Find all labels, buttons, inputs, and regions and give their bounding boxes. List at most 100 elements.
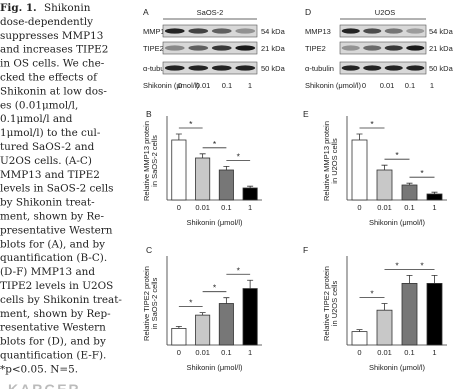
blot-band	[406, 28, 425, 34]
blot-band	[363, 45, 382, 51]
x-tick-label: 0	[177, 348, 181, 357]
error-bar	[223, 297, 230, 304]
panel-letter: D	[305, 7, 311, 17]
error-bar	[431, 191, 438, 194]
dose-label: 0.01	[380, 81, 395, 90]
cell-line: SaOS-2	[197, 8, 224, 17]
significance-star: *	[370, 119, 374, 129]
blot-band	[188, 45, 209, 51]
blot-band	[406, 65, 425, 71]
bar	[401, 184, 418, 201]
significance-star: *	[189, 298, 193, 308]
dose-label: 0	[362, 81, 366, 90]
bar	[426, 283, 443, 346]
panel-letter: F	[303, 245, 308, 255]
caption-line: dose-dependently	[0, 16, 93, 28]
caption-line: 1μmol/l) to the cul-	[0, 127, 101, 139]
blot-band	[341, 28, 360, 34]
y-axis-label: Relative TIPE2 protein	[142, 266, 151, 341]
blot-strip	[339, 41, 427, 55]
caption-line: (D-F) MMP13 and	[0, 266, 95, 278]
dose-label: 0	[178, 81, 182, 90]
bar	[218, 303, 234, 346]
significance-star: *	[420, 168, 424, 178]
x-tick-label: 1	[432, 203, 436, 212]
error-bar	[431, 274, 438, 284]
blot-band	[235, 65, 256, 71]
dose-label: 0.1	[405, 81, 415, 90]
dose-label: 1	[430, 81, 434, 90]
blot-band	[384, 65, 403, 71]
dose-label: 0.1	[222, 81, 232, 90]
caption-line: levels in SaOS-2 cells	[0, 183, 113, 195]
y-axis-label: in SaOS-2 cells	[150, 277, 159, 329]
blot-band	[211, 28, 232, 34]
blot-band	[188, 65, 209, 71]
bar	[242, 288, 258, 346]
caption-line: ment, shown by Rep-	[0, 308, 111, 320]
publisher: KARGER	[8, 381, 81, 389]
error-bar	[223, 166, 230, 170]
x-tick-label: 1	[248, 203, 252, 212]
caption-line: blots for (A), and by	[0, 238, 105, 250]
blot-band	[164, 28, 185, 34]
significance-star: *	[237, 265, 241, 275]
bar	[401, 283, 418, 346]
blot-strip	[162, 61, 258, 75]
blot-size: 50 kDa	[429, 64, 454, 73]
x-tick-label: 0.01	[377, 203, 392, 212]
blot-band	[384, 45, 403, 51]
y-axis-label: in U2OS cells	[330, 281, 339, 327]
blot-strip	[339, 61, 427, 75]
blot-band	[164, 45, 185, 51]
caption-line: MMP13 and TIPE2	[0, 169, 100, 181]
x-axis-label: Shikonin (μmol/l)	[186, 218, 243, 227]
cell-line: U2OS	[375, 8, 395, 17]
error-bar	[356, 133, 363, 140]
y-axis-label: in U2OS cells	[330, 138, 339, 184]
significance-star: *	[213, 283, 217, 293]
blot-band	[341, 65, 360, 71]
caption-line: quantification (E-F).	[0, 350, 106, 362]
error-bar	[247, 279, 254, 289]
blot-row-label: TIPE2	[305, 44, 326, 53]
bar	[351, 139, 368, 201]
blot-band	[211, 65, 232, 71]
bar	[351, 331, 368, 346]
bar	[376, 169, 393, 201]
error-bar	[356, 329, 363, 332]
blot-band	[363, 65, 382, 71]
x-axis-label: Shikonin (μmol/l)	[186, 363, 243, 372]
blot-band	[211, 45, 232, 51]
bar	[171, 327, 187, 346]
panel-letter: E	[303, 109, 309, 119]
caption-line: 0.1μmol/l and	[0, 113, 73, 125]
caption-line: Shikonin	[44, 2, 91, 14]
y-axis-label: Relative TIPE2 protein	[322, 266, 331, 341]
caption-line: blots for (D), and by	[0, 336, 106, 348]
significance-star: *	[189, 119, 193, 129]
x-tick-label: 0	[357, 348, 361, 357]
bar	[195, 157, 211, 201]
blot-band	[363, 28, 382, 34]
blot-band	[235, 45, 256, 51]
error-bar	[406, 274, 413, 284]
blot-strip	[162, 41, 258, 55]
significance-star: *	[420, 260, 424, 270]
blot-size: 50 kDa	[261, 64, 286, 73]
treatment-label: Shikonin (μmol/l)	[305, 81, 362, 90]
bar	[218, 169, 234, 201]
blot-size: 21 kDa	[429, 44, 454, 53]
treatment-label: Shikonin (μmol/l)	[143, 81, 200, 90]
significance-star: *	[370, 289, 374, 299]
x-tick-label: 0.01	[195, 203, 210, 212]
panel-letter: A	[143, 7, 149, 17]
x-tick-label: 0.1	[221, 348, 231, 357]
caption-line: es (0.01μmol/l,	[0, 99, 78, 111]
x-tick-label: 0	[177, 203, 181, 212]
y-axis-label: Relative MMP13 protein	[322, 121, 331, 201]
significance-star: *	[395, 150, 399, 160]
error-bar	[199, 153, 206, 158]
error-bar	[247, 185, 254, 188]
